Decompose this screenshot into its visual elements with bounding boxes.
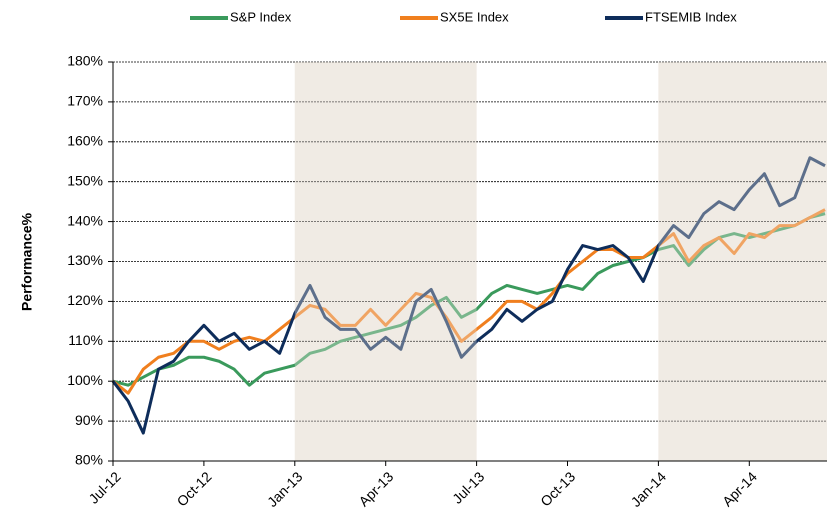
- y-tick-label: 170%: [67, 93, 103, 109]
- y-tick-label: 140%: [67, 212, 103, 228]
- x-tick-label: Jan-14: [628, 468, 670, 510]
- x-tick-label: Jul-12: [85, 468, 123, 506]
- y-tick-label: 160%: [67, 133, 103, 149]
- x-tick-label: Oct-12: [174, 468, 215, 509]
- shaded-overlay: [294, 62, 477, 461]
- series-line: [111, 156, 826, 435]
- legend-label: SX5E Index: [440, 9, 509, 24]
- shaded-overlay: [658, 62, 827, 461]
- y-tick-label: 80%: [75, 452, 103, 468]
- legend-label: S&P Index: [230, 9, 292, 24]
- legend-label: FTSEMIB Index: [645, 9, 737, 24]
- y-tick-label: 110%: [68, 332, 103, 348]
- y-tick-label: 100%: [67, 372, 103, 388]
- x-tick-label: Jan-13: [264, 468, 306, 510]
- y-tick-label: 90%: [75, 412, 103, 428]
- x-tick-label: Apr-14: [719, 468, 760, 509]
- x-tick-label: Apr-13: [355, 468, 396, 509]
- y-tick-label: 120%: [67, 292, 103, 308]
- x-tick-label: Jul-13: [449, 468, 487, 506]
- y-tick-label: 130%: [67, 252, 103, 268]
- series-line: [112, 208, 826, 395]
- x-tick-label: Oct-13: [537, 468, 578, 509]
- y-axis-label: Performance%: [19, 212, 35, 311]
- y-tick-label: 150%: [67, 172, 103, 188]
- y-tick-label: 180%: [67, 53, 103, 69]
- series-line: [112, 212, 826, 387]
